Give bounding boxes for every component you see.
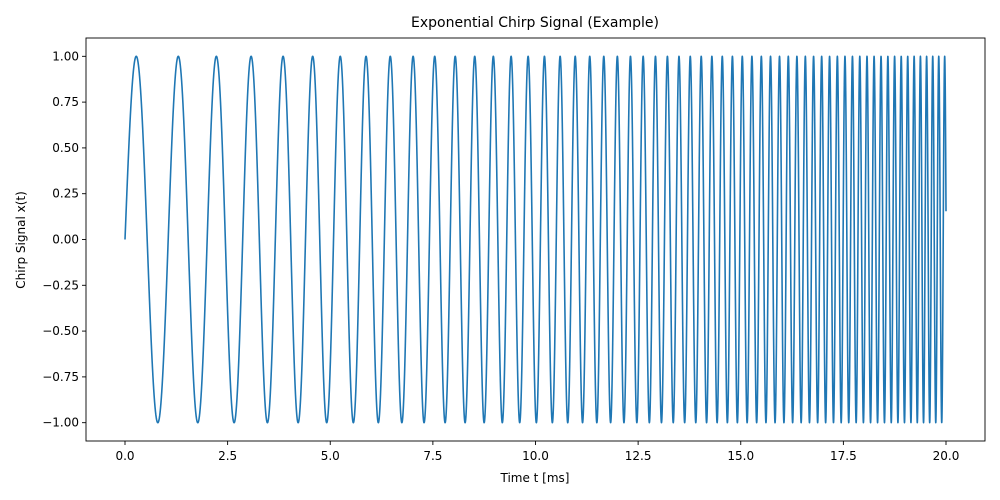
y-tick-label: 0.75 (52, 95, 79, 109)
x-tick-label: 20.0 (933, 449, 960, 463)
chirp-series-line (124, 55, 947, 424)
x-tick-label: 0.0 (115, 449, 134, 463)
x-tick-label: 15.0 (727, 449, 754, 463)
y-tick-label: 1.00 (52, 49, 79, 63)
y-tick-label: 0.25 (52, 187, 79, 201)
x-tick-label: 12.5 (625, 449, 652, 463)
y-axis: 1.00 0.75 0.50 0.25 0.00 −0.25 −0.50 −0.75 −1.00 (42, 49, 86, 430)
y-tick-label: 0.50 (52, 141, 79, 155)
y-axis-label: Chirp Signal x(t) (14, 191, 28, 289)
chart-title: Exponential Chirp Signal (Example) (411, 15, 659, 31)
x-tick-label: 17.5 (830, 449, 857, 463)
y-tick-label: −0.50 (42, 324, 79, 338)
x-tick-label: 10.0 (522, 449, 549, 463)
y-tick-label: 0.00 (52, 233, 79, 247)
x-tick-label: 5.0 (321, 449, 340, 463)
x-axis-label: Time t [ms] (499, 471, 569, 485)
x-tick-label: 7.5 (423, 449, 442, 463)
y-tick-label: −1.00 (42, 416, 79, 430)
x-axis: 0.0 2.5 5.0 7.5 10.0 12.5 15.0 17.5 20.0 (115, 441, 959, 463)
y-tick-label: −0.25 (42, 278, 79, 292)
x-tick-label: 2.5 (218, 449, 237, 463)
y-tick-label: −0.75 (42, 370, 79, 384)
